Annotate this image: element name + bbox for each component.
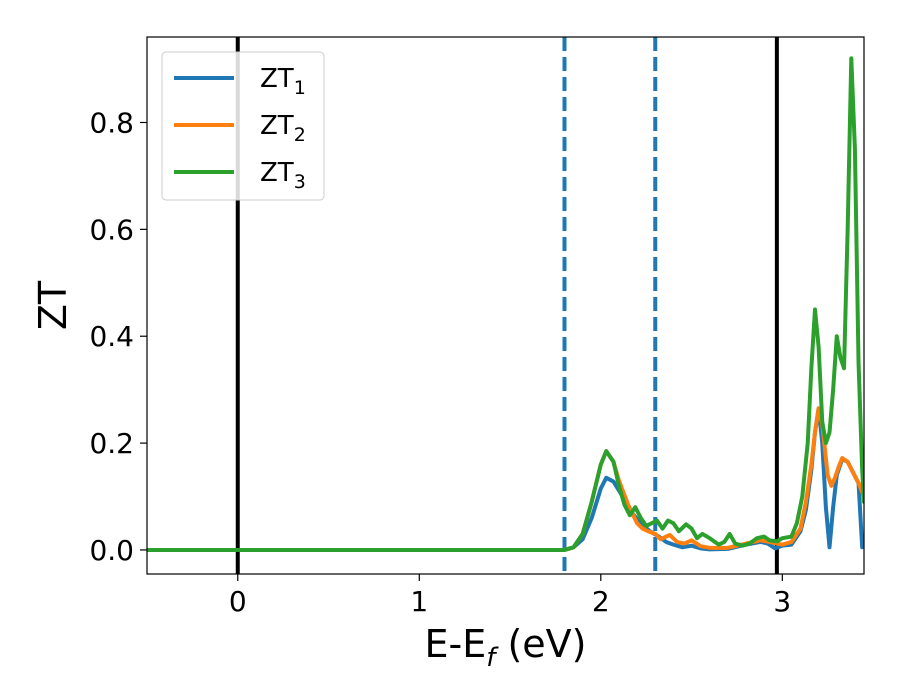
vertical-reference-lines bbox=[235, 37, 779, 574]
x-tick-label: 1 bbox=[410, 585, 428, 618]
y-tick-label: 0.6 bbox=[89, 213, 134, 246]
series-line-1 bbox=[147, 406, 864, 552]
series-line-3 bbox=[147, 56, 864, 552]
legend-box bbox=[161, 51, 325, 201]
y-axis: 0.0 0.2 0.4 0.6 0.8 bbox=[89, 106, 147, 567]
legend-label-2: ZT2 bbox=[260, 111, 306, 146]
y-axis-title: ZT bbox=[31, 280, 75, 330]
series-lines bbox=[147, 56, 864, 552]
plot-frame bbox=[146, 36, 865, 575]
x-axis: 0 1 2 3 bbox=[229, 574, 791, 618]
legend-label-3: ZT3 bbox=[260, 158, 306, 193]
x-tick-label: 3 bbox=[773, 585, 791, 618]
y-tick-label: 0.4 bbox=[89, 320, 134, 353]
x-axis-title: E-Ef (eV) bbox=[425, 622, 587, 673]
y-tick-label: 0.0 bbox=[89, 534, 134, 567]
x-tick-label: 2 bbox=[592, 585, 610, 618]
legend: ZT1 ZT2 ZT3 bbox=[161, 51, 325, 201]
x-tick-label: 0 bbox=[229, 585, 247, 618]
legend-label-1: ZT1 bbox=[260, 64, 306, 99]
series-line-2 bbox=[147, 406, 864, 552]
y-tick-label: 0.8 bbox=[89, 106, 134, 139]
y-tick-label: 0.2 bbox=[89, 427, 134, 460]
